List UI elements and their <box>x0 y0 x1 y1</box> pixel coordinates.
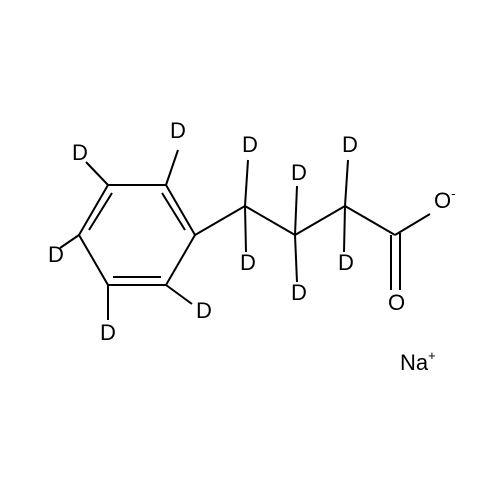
bond-c3-c4 <box>345 206 395 235</box>
label-D-c1a: D <box>242 132 258 157</box>
bond-r3-D <box>86 162 108 185</box>
bond-r6-r1 <box>166 235 195 285</box>
label-D-r2: D <box>170 118 186 143</box>
bond-r2-D <box>166 150 178 185</box>
bond-r6-D <box>166 285 192 304</box>
bond-r1-r2 <box>166 185 195 235</box>
bond-c3-Da <box>345 160 348 206</box>
label-Na: Na <box>400 350 429 375</box>
label-D-c1b: D <box>240 250 256 275</box>
label-D-r3: D <box>72 140 88 165</box>
bond-c3-Db <box>344 206 345 252</box>
label-D-c2a: D <box>291 160 307 185</box>
label-D-r4: D <box>48 242 64 267</box>
label-D-r6: D <box>196 298 212 323</box>
bond-r3-r4 <box>79 185 108 235</box>
bond-c2-c3 <box>295 206 345 235</box>
label-O-neg-charge: - <box>451 186 455 201</box>
label-Na-charge: + <box>428 348 436 363</box>
label-D-c3a: D <box>342 132 358 157</box>
label-O-neg: O- <box>434 186 455 213</box>
bond-c2-Da <box>295 186 297 235</box>
bond-c1-Db <box>245 206 246 252</box>
label-D-c3b: D <box>338 250 354 275</box>
bond-c1-Da <box>245 160 248 206</box>
bond-r1-c1 <box>195 206 245 235</box>
bond-c4-Oneg <box>395 214 430 235</box>
label-sodium-cation: Na+ <box>400 348 436 375</box>
label-D-r5: D <box>100 320 116 345</box>
bond-c2-Db <box>295 235 297 282</box>
label-O-neg-O: O <box>434 188 451 213</box>
molecule-diagram: D D D D D D D D D D D O O- Na+ <box>0 0 500 500</box>
label-D-c2b: D <box>291 280 307 305</box>
label-O-double: O <box>388 290 405 315</box>
bond-c1-c2 <box>245 206 295 235</box>
bond-r4-r5 <box>79 235 108 285</box>
